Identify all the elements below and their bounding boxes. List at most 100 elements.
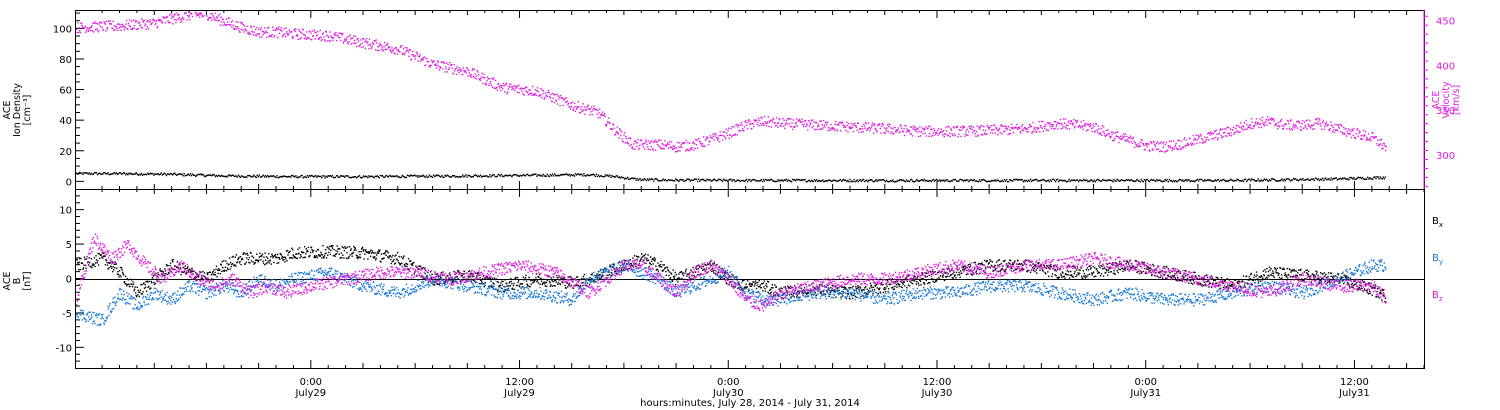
data-point (575, 108, 578, 110)
data-point (1112, 131, 1115, 133)
data-point (1017, 179, 1019, 181)
data-point (488, 277, 491, 279)
data-point (1114, 132, 1116, 134)
data-point (1054, 121, 1057, 123)
data-point (990, 180, 992, 183)
data-point (1239, 131, 1241, 133)
data-point (496, 89, 499, 91)
data-point (1121, 138, 1123, 140)
data-point (111, 261, 113, 263)
data-point (124, 281, 126, 283)
data-point (555, 281, 557, 283)
data-point (1365, 178, 1368, 180)
data-point (258, 259, 260, 261)
data-point (221, 260, 223, 263)
data-point (293, 257, 295, 259)
data-point (1068, 128, 1071, 130)
data-point (523, 279, 525, 281)
data-point (94, 172, 97, 174)
data-point (622, 269, 625, 271)
data-point (1020, 125, 1023, 128)
data-point (1023, 127, 1025, 130)
data-point (585, 175, 587, 177)
data-point (117, 273, 120, 276)
data-point (1126, 179, 1129, 181)
data-point (105, 20, 108, 22)
data-point (650, 141, 652, 143)
data-point (730, 178, 732, 181)
data-point (619, 129, 621, 132)
data-point (1053, 179, 1056, 181)
data-point (1210, 131, 1212, 133)
data-point (976, 125, 978, 127)
data-point (961, 125, 964, 128)
data-point (765, 179, 768, 181)
data-point (647, 146, 649, 148)
data-point (242, 29, 244, 31)
data-point (369, 176, 371, 178)
data-point (390, 175, 392, 177)
data-point (987, 180, 989, 183)
data-point (346, 246, 349, 248)
data-point (1260, 122, 1262, 125)
data-point (871, 122, 874, 124)
data-point (676, 141, 679, 144)
data-point (143, 19, 145, 21)
data-point (284, 261, 286, 263)
data-point (341, 246, 343, 248)
data-point (491, 286, 493, 289)
data-point (1050, 180, 1053, 182)
data-point (357, 257, 359, 260)
data-point (775, 180, 777, 183)
data-point (184, 175, 186, 177)
data-point (1127, 140, 1129, 142)
data-point (1144, 149, 1146, 151)
data-point (219, 269, 221, 271)
data-point (186, 14, 189, 17)
data-point (222, 175, 224, 177)
data-point (677, 277, 679, 279)
data-point (1216, 139, 1219, 141)
data-point (556, 103, 559, 105)
data-point (405, 176, 408, 179)
data-point (325, 31, 327, 33)
data-point (549, 97, 551, 99)
data-point (413, 261, 415, 264)
data-point (1177, 148, 1180, 150)
data-point (646, 143, 648, 146)
bottom-panel-border (75, 189, 1425, 369)
data-point (1187, 179, 1189, 181)
data-point (921, 127, 923, 129)
data-point (356, 39, 358, 41)
data-point (1063, 179, 1065, 182)
data-point (1225, 180, 1227, 183)
data-point (791, 178, 794, 181)
data-point (1066, 128, 1068, 130)
data-point (746, 122, 748, 124)
data-point (287, 33, 290, 35)
data-point (538, 276, 540, 279)
data-point (707, 263, 710, 265)
data-point (560, 173, 562, 176)
data-point (510, 174, 512, 177)
data-point (828, 179, 830, 181)
data-point (569, 175, 571, 177)
data-point (512, 288, 514, 290)
data-point (1281, 178, 1283, 180)
data-point (407, 258, 410, 260)
data-point (559, 283, 562, 285)
data-point (289, 176, 292, 178)
data-point (763, 124, 765, 126)
data-point (704, 145, 706, 147)
data-point (526, 283, 528, 285)
data-point (668, 141, 671, 143)
data-point (470, 272, 472, 275)
data-point (730, 127, 732, 130)
data-point (534, 173, 536, 175)
data-point (266, 32, 268, 34)
data-point (412, 50, 414, 53)
data-point (270, 263, 272, 265)
data-point (728, 137, 730, 140)
data-point (1070, 179, 1072, 181)
data-point (764, 178, 767, 181)
